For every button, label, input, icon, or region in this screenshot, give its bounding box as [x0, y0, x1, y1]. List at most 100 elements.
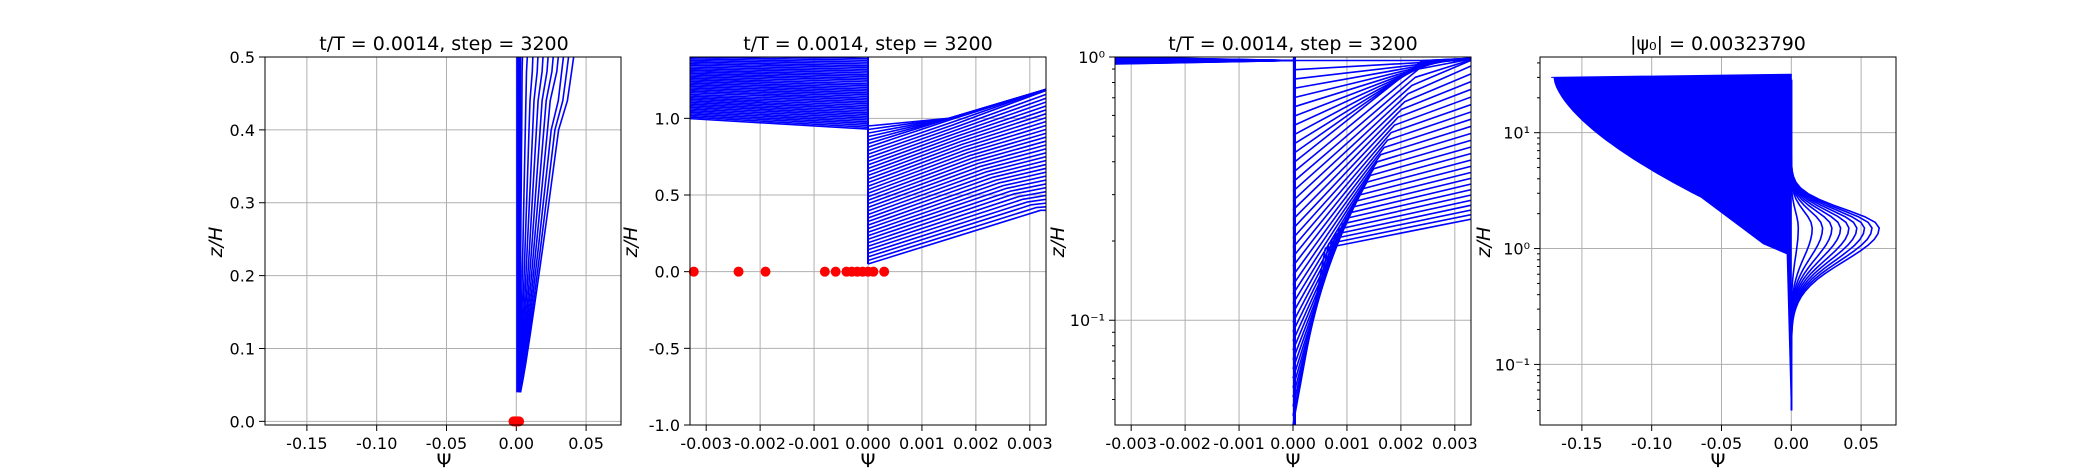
panel-1-plot: -0.15 -0.10 -0.05 0.00 0.05 0.0 0.1 0.2 0.3 0.4 0.…	[230, 48, 622, 453]
profile-line	[690, 77, 869, 85]
profile-line	[1790, 79, 1813, 411]
profile-line	[867, 132, 1046, 194]
profile-line	[867, 97, 1046, 163]
p3-xtick-label: 0.001	[1324, 434, 1370, 453]
p2-ytick-label: 1.0	[655, 109, 680, 128]
p1-xtick-label: -0.10	[356, 434, 397, 453]
p3-ytick-label: 10⁻¹	[1070, 311, 1105, 330]
profile-line	[867, 179, 1046, 237]
p2-xtick-label: 0.003	[1007, 434, 1053, 453]
profile-line	[1115, 57, 1294, 62]
profile-line	[690, 57, 869, 62]
profile-line	[690, 69, 869, 76]
profile-line	[690, 104, 869, 116]
profile-line	[1292, 118, 1471, 267]
profile-line	[1292, 65, 1471, 202]
profile-line	[867, 202, 1046, 258]
profile-line	[690, 64, 869, 71]
p1-xtick-label: 0.05	[568, 434, 604, 453]
panel-2-ylabel: z/H	[620, 227, 642, 259]
panel-3: t/T = 0.0014, step = 3200 Ψ z/H -0.003 -0…	[1047, 33, 1478, 472]
profile-line	[867, 93, 1046, 159]
profile-line	[1790, 79, 1858, 411]
profile-line	[690, 82, 869, 91]
p2-xtick-label: 0.002	[953, 434, 999, 453]
profile-line	[867, 151, 1046, 212]
profile-line	[1790, 79, 1880, 411]
profile-line	[690, 109, 869, 121]
profile-line	[867, 186, 1046, 244]
marker-point	[868, 266, 879, 277]
profile-line	[1293, 58, 1471, 62]
profile-line	[1790, 79, 1873, 411]
p2-ytick-label: -1.0	[649, 416, 680, 435]
profile-line	[690, 100, 869, 110]
profile-line	[867, 109, 1046, 173]
p1-ytick-label: 0.1	[230, 339, 255, 358]
p4-xtick-label: -0.15	[1561, 434, 1602, 453]
profile-line	[690, 58, 869, 63]
panel-4: |ψ₀| = 0.00323790 Ψ z/H -0.15 -0.10 -0.05 0…	[1473, 33, 1897, 472]
profile-region	[1551, 73, 1792, 411]
p1-xtick-label: 0.00	[498, 434, 534, 453]
panel-1-title: t/T = 0.0014, step = 3200	[319, 33, 568, 55]
profile-line	[690, 67, 869, 74]
profile-line	[690, 62, 869, 69]
p2-xtick-label: 0.000	[845, 434, 891, 453]
panel-3-plot: -0.003 -0.002 -0.001 0.000 0.001 0.002 0.003 10…	[1070, 48, 1478, 453]
marker-point	[879, 266, 890, 277]
p2-frame	[689, 56, 1047, 426]
profile-line	[727, 57, 869, 60]
profile-line	[690, 70, 869, 78]
p3-frame	[1114, 56, 1472, 426]
profile-line	[867, 159, 1046, 219]
profile-line	[867, 167, 1046, 226]
profile-line	[867, 116, 1046, 180]
profile-line	[867, 194, 1046, 251]
p2-ytick-label: 0.5	[655, 186, 680, 205]
profile-line	[690, 93, 869, 103]
panel-3-xlabel: Ψ	[1286, 450, 1301, 472]
profile-line	[690, 87, 869, 96]
profile-line	[867, 209, 1046, 265]
p1-ytick-label: 0.3	[230, 194, 255, 213]
marker-point	[733, 266, 744, 277]
panel-2: t/T = 0.0014, step = 3200 Ψ z/H -0.003 -0…	[620, 33, 1053, 472]
p4-ytick-label: 10⁻¹	[1495, 355, 1530, 374]
p4-ytick-label: 10⁰	[1503, 240, 1530, 259]
profile-line	[1790, 79, 1850, 411]
profile-line	[867, 101, 1046, 166]
profile-line	[1292, 72, 1471, 211]
panel-2-xlabel: Ψ	[861, 450, 876, 472]
panel-1-ylabel: z/H	[205, 227, 227, 259]
p4-xtick-label: -0.05	[1701, 434, 1742, 453]
p3-xtick-label: -0.002	[1159, 434, 1211, 453]
profile-line	[867, 112, 1046, 177]
panel-1-xlabel: Ψ	[437, 450, 452, 472]
profile-line	[1790, 79, 1824, 411]
p2-ytick-label: -0.5	[649, 339, 680, 358]
marker-point	[514, 416, 525, 427]
profile-line	[1292, 199, 1471, 388]
profile-line	[690, 95, 869, 105]
p1-ytick-label: 0.4	[230, 121, 255, 140]
profile-line	[867, 89, 1046, 156]
profile-line	[690, 114, 869, 127]
profile-line	[690, 72, 869, 80]
profile-line	[867, 171, 1046, 230]
p4-xtick-label: -0.10	[1631, 434, 1672, 453]
profile-line	[519, 57, 575, 393]
p4-xtick-label: 0.00	[1773, 434, 1809, 453]
panel-3-ylabel: z/H	[1047, 227, 1069, 259]
profile-line	[1292, 58, 1471, 183]
profile-line	[1292, 59, 1471, 192]
panel-4-ylabel: z/H	[1473, 227, 1495, 259]
profile-line	[690, 106, 869, 118]
profile-bundle	[1293, 57, 1296, 425]
profile-line	[867, 105, 1046, 170]
profile-line	[867, 140, 1046, 202]
p2-ytick-label: 0.0	[655, 263, 680, 282]
p3-xtick-label: -0.003	[1105, 434, 1157, 453]
profile-line	[690, 88, 869, 98]
panel-2-plot: -0.003 -0.002 -0.001 0.000 0.001 0.002 0.003 -1…	[649, 56, 1053, 453]
